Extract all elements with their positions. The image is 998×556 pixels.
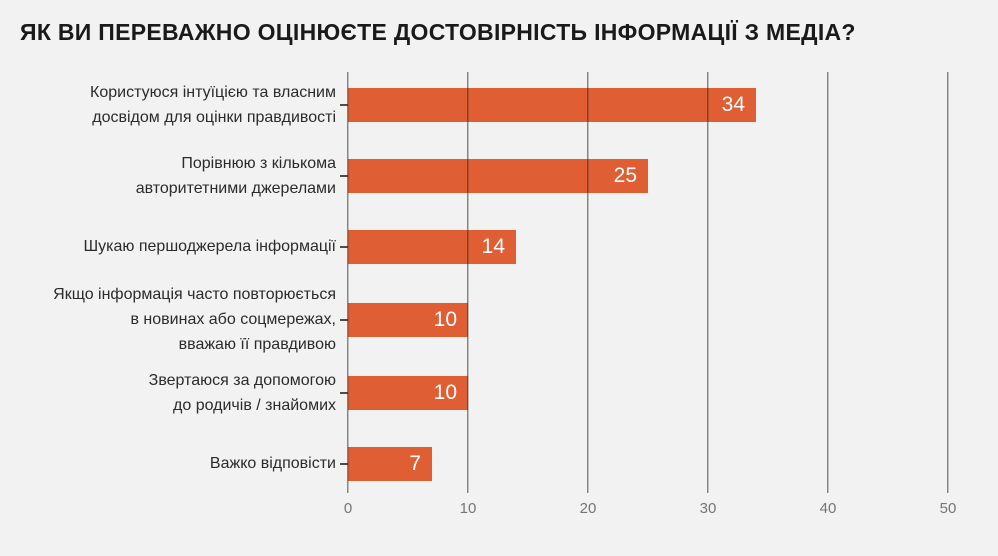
category-label-line: в новинах або соцмережах, [130,311,336,328]
category-label-line: авторитетними джерелами [135,179,336,197]
bar: 25 [348,158,648,193]
x-tick-label: 50 [939,500,957,517]
category-label-line: Звертаюся за допомогою [148,371,336,389]
category-label: Якщо інформація часто повторюється в нови… [0,282,340,357]
bar-value-label: 7 [409,451,421,475]
category-label: Важко відповісти [0,451,340,476]
x-axis-tick-labels: 0 10 20 30 40 50 [344,500,957,520]
bar: 10 [348,302,468,337]
bar-value-label: 14 [481,234,505,258]
category-label-line: вважаю її правдивою [178,336,336,353]
category-label-line: Важко відповісти [209,455,336,472]
bar: 34 [348,87,756,122]
bar-rows: Користуюся інтуїцією та власним досвідом … [0,69,948,499]
x-tick-label: 10 [459,500,477,517]
bar-track: 34 [348,87,948,122]
bar: 7 [348,446,432,481]
y-axis-tick [340,103,348,106]
category-label: Користуюся інтуїцією та власним досвідом … [0,80,340,130]
x-tick-label: 20 [579,500,597,517]
category-label-line: до родичів / знайомих [173,396,336,414]
bar-value-label: 25 [613,163,637,187]
bar-row: Якщо інформація часто повторюється в нови… [0,282,948,357]
bar-track: 14 [348,229,948,264]
y-axis-tick [340,462,348,465]
category-label-line: Якщо інформація часто повторюється [53,286,336,303]
x-tick-label: 30 [699,500,717,517]
y-axis-tick [340,318,348,321]
bar-value-label: 10 [433,307,457,331]
bar: 10 [348,375,468,410]
x-tick-label: 0 [343,500,353,517]
category-label-line: Шукаю першоджерела інформації [83,238,337,255]
bar-row: Порівнюю з кількома авторитетними джерела… [0,140,948,211]
category-label-line: Користуюся інтуїцією та власним [90,83,336,101]
bar-value-label: 34 [721,92,745,116]
bar-track: 10 [348,302,948,337]
bar-track: 10 [348,375,948,410]
bar-value-label: 10 [433,380,457,404]
y-axis-tick [340,174,348,177]
category-label-line: Порівнюю з кількома [181,154,336,172]
bar-row: Користуюся інтуїцією та власним досвідом … [0,69,948,140]
bar-row: Звертаюся за допомогою до родичів / знайо… [0,357,948,428]
y-axis-tick [340,245,348,248]
y-axis-tick [340,391,348,394]
bar-track: 7 [348,446,948,481]
category-label: Шукаю першоджерела інформації [0,234,340,259]
bar-row: Шукаю першоджерела інформації 14 [0,211,948,282]
bar-track: 25 [348,158,948,193]
bar: 14 [348,229,516,264]
bar-row: Важко відповісти 7 [0,428,948,499]
category-label: Звертаюся за допомогою до родичів / знайо… [0,368,340,418]
category-label-line: досвідом для оцінки правдивості [92,108,336,126]
category-label: Порівнюю з кількома авторитетними джерела… [0,151,340,201]
x-tick-label: 40 [819,500,837,517]
chart-title: ЯК ВИ ПЕРЕВАЖНО ОЦІНЮЄТЕ ДОСТОВІРНІСТЬ І… [20,19,856,45]
